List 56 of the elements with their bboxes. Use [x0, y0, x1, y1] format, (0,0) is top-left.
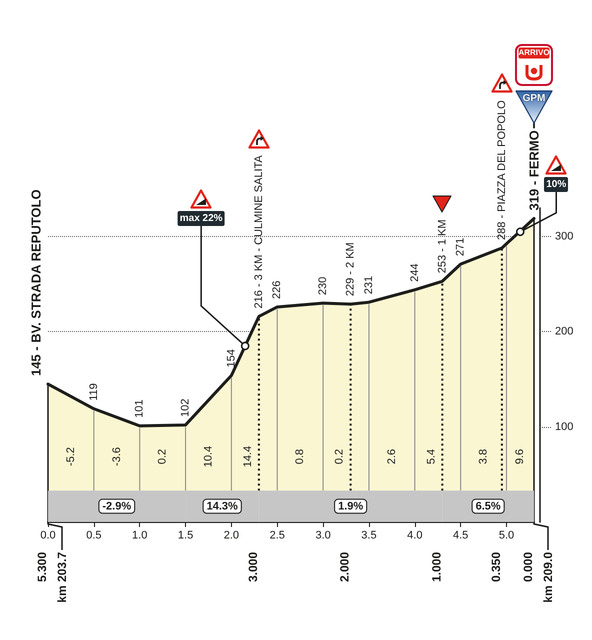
- data-label: 102: [180, 398, 192, 417]
- annotation: 3.8: [478, 448, 490, 464]
- text: GPM: [522, 93, 546, 104]
- annotation: -5.2: [64, 447, 77, 466]
- annotation: 5.4: [425, 448, 438, 464]
- data-label: 231: [362, 276, 375, 294]
- annotation: max 22%: [178, 210, 225, 226]
- x-tick-label: 4.5: [452, 530, 468, 542]
- data-label: 288 - PIAZZA DEL POPOLO: [496, 100, 508, 240]
- data-label: 154: [225, 349, 238, 368]
- x2-tick-label: 1.000: [429, 552, 444, 582]
- x2-tick-label: 5.300: [35, 552, 49, 582]
- data-label: 244: [408, 263, 421, 282]
- annotation: 10%: [544, 176, 568, 192]
- annotation: 0.2: [156, 448, 169, 464]
- annotation: 9.6: [514, 448, 526, 464]
- x2-tick-label: 0.000: [521, 552, 535, 582]
- y-tick-label: 200: [555, 326, 574, 338]
- data-label: 145 - BV. STRADA REPUTOLO: [28, 189, 44, 376]
- data-label: 271: [454, 238, 467, 256]
- data-label: 230: [317, 276, 330, 296]
- y-tick-label: 300: [555, 230, 574, 243]
- x2-tick-label: 0.350: [488, 552, 503, 582]
- text: km 209.0: [541, 552, 555, 603]
- text: ARRIVO: [518, 48, 550, 58]
- annotation: 10.4: [202, 446, 214, 468]
- annotation: 14.4: [242, 446, 254, 468]
- band-label: 6.5%: [476, 500, 501, 512]
- data-label: 253 - 1 KM: [436, 219, 448, 274]
- data-label: 229 - 2 KM: [344, 242, 357, 296]
- annotation: 0.8: [294, 448, 306, 464]
- band-label: -2.9%: [102, 500, 132, 512]
- x-tick-label: 3.0: [315, 530, 331, 542]
- y-tick-label: 100: [555, 420, 574, 433]
- data-label: 119: [88, 383, 100, 401]
- annotation: km 203.7: [55, 552, 69, 603]
- annotation: 0.2: [334, 448, 346, 464]
- x-tick-label: 4.0: [407, 530, 422, 542]
- x-tick-label: 2.5: [270, 530, 285, 542]
- x-tick-label: 2.0: [224, 530, 240, 542]
- x-tick-label: 5.0: [498, 530, 514, 542]
- data-label: 226: [271, 280, 284, 299]
- band-label: 1.9%: [338, 500, 364, 512]
- x-tick-label: 3.5: [361, 530, 377, 542]
- data-label: 216 - 3 KM - CULMINE SALITA: [252, 154, 265, 308]
- x-tick-label: 0.0: [40, 530, 56, 542]
- band-label: 14.3%: [206, 500, 238, 512]
- x-tick-label: 0.5: [86, 530, 102, 542]
- annotation: 2.6: [386, 448, 398, 464]
- x-tick-label: 1.0: [132, 530, 148, 542]
- x2-tick-label: 2.000: [338, 552, 352, 582]
- x2-tick-label: 3.000: [246, 552, 260, 582]
- data-label: 101: [134, 400, 146, 418]
- x-tick-label: 1.5: [178, 530, 194, 542]
- annotation: -3.6: [110, 447, 123, 466]
- data-label: 319 - FERMO: [526, 130, 542, 210]
